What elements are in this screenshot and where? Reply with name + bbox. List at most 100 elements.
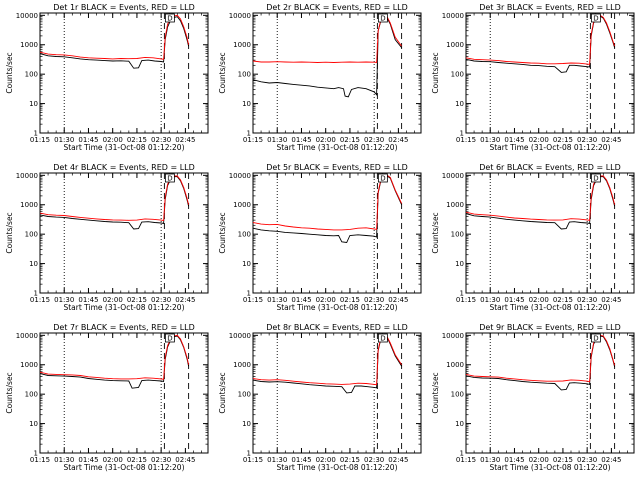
x-tick-label: 01:15	[243, 296, 263, 304]
y-tick-label: 10000	[16, 12, 38, 20]
x-tick-label: 02:15	[340, 296, 360, 304]
y-tick-label: 10	[29, 100, 38, 108]
y-axis-label: Counts/sec	[431, 52, 440, 93]
y-tick-label: 100	[25, 391, 38, 399]
x-tick-label: 02:15	[127, 136, 147, 144]
panel-title: Det 4r BLACK = Events, RED = LLD	[53, 163, 195, 172]
x-tick-label: 01:45	[291, 136, 311, 144]
y-tick-label: 100	[238, 71, 251, 79]
y-tick-label: 1	[247, 450, 251, 458]
marker-box	[590, 173, 601, 183]
y-tick-label: 10000	[16, 172, 38, 180]
y-axis-label: Counts/sec	[5, 212, 14, 253]
x-tick-label: 02:15	[340, 456, 360, 464]
marker-box-label: D	[167, 15, 172, 23]
x-tick-label: 02:30	[577, 456, 597, 464]
events-series-line	[466, 15, 616, 73]
plot-frame	[465, 12, 635, 134]
marker-box	[377, 173, 388, 183]
x-tick-label: 01:45	[504, 296, 524, 304]
y-tick-label: 1000	[20, 41, 38, 49]
panel-5: Det 5r BLACK = Events, RED = LLD 1 10 100 10…	[218, 163, 422, 312]
y-tick-label: 100	[25, 71, 38, 79]
x-tick-label: 02:30	[364, 456, 384, 464]
x-tick-label: 02:00	[316, 136, 336, 144]
y-tick-label: 1	[247, 130, 251, 138]
x-tick-label: 01:45	[291, 296, 311, 304]
x-tick-label: 02:15	[127, 296, 147, 304]
y-tick-label: 10000	[229, 12, 251, 20]
y-tick-label: 10000	[229, 172, 251, 180]
x-axis-label: Start Time (31-Oct-08 01:12:20)	[489, 143, 610, 152]
marker-box-label: D	[167, 335, 172, 343]
panel-title: Det 1r BLACK = Events, RED = LLD	[53, 3, 195, 12]
plot-frame	[252, 332, 422, 454]
y-tick-label: 100	[238, 231, 251, 239]
x-tick-label: 01:30	[267, 456, 287, 464]
x-tick-label: 02:15	[553, 296, 573, 304]
x-tick-label: 02:45	[601, 136, 621, 144]
panel-6: Det 6r BLACK = Events, RED = LLD 1 10 100 10…	[431, 163, 635, 312]
x-axis-label: Start Time (31-Oct-08 01:12:20)	[276, 463, 397, 472]
marker-box	[590, 333, 601, 343]
y-tick-label: 10	[455, 260, 464, 268]
panel-title: Det 5r BLACK = Events, RED = LLD	[266, 163, 408, 172]
x-tick-label: 01:45	[504, 456, 524, 464]
y-tick-label: 1	[460, 450, 464, 458]
y-axis-label: Counts/sec	[218, 52, 227, 93]
x-tick-label: 02:15	[553, 456, 573, 464]
y-tick-label: 10	[29, 260, 38, 268]
y-axis-label: Counts/sec	[431, 372, 440, 413]
y-tick-label: 1	[34, 130, 38, 138]
lld-series-line	[466, 14, 616, 65]
x-tick-label: 02:00	[316, 456, 336, 464]
x-tick-label: 02:45	[388, 296, 408, 304]
x-tick-label: 02:00	[529, 456, 549, 464]
panel-title: Det 8r BLACK = Events, RED = LLD	[266, 323, 408, 332]
panel-7: Det 7r BLACK = Events, RED = LLD 1 10 100 10…	[5, 323, 209, 472]
y-tick-label: 10	[242, 420, 251, 428]
marker-box-label: D	[593, 175, 598, 183]
x-tick-label: 02:45	[388, 136, 408, 144]
x-tick-label: 02:00	[316, 296, 336, 304]
y-tick-label: 10000	[442, 172, 464, 180]
lld-series-line	[253, 16, 402, 64]
x-tick-label: 01:30	[267, 296, 287, 304]
y-tick-label: 1000	[20, 201, 38, 209]
x-axis-label: Start Time (31-Oct-08 01:12:20)	[63, 143, 184, 152]
x-tick-label: 02:30	[151, 136, 171, 144]
y-tick-label: 10	[455, 420, 464, 428]
marker-box-label: D	[380, 15, 385, 23]
y-tick-label: 10	[242, 100, 251, 108]
x-tick-label: 02:45	[601, 296, 621, 304]
x-tick-label: 02:00	[103, 296, 123, 304]
events-series-line	[466, 176, 616, 230]
lld-series-line	[40, 14, 190, 60]
y-tick-label: 10000	[442, 332, 464, 340]
x-tick-label: 02:30	[364, 296, 384, 304]
marker-box-label: D	[167, 175, 172, 183]
y-tick-label: 10000	[16, 332, 38, 340]
marker-box	[164, 13, 175, 23]
x-tick-label: 01:30	[480, 456, 500, 464]
x-tick-label: 02:45	[175, 296, 195, 304]
panel-4: Det 4r BLACK = Events, RED = LLD 1 10 100 10…	[5, 163, 209, 312]
x-tick-label: 01:45	[78, 456, 98, 464]
x-tick-label: 01:15	[243, 456, 263, 464]
x-tick-label: 01:15	[30, 296, 50, 304]
x-tick-label: 01:15	[30, 136, 50, 144]
lld-series-line	[40, 334, 190, 380]
events-series-line	[40, 16, 190, 69]
x-tick-label: 01:45	[291, 456, 311, 464]
panel-title: Det 7r BLACK = Events, RED = LLD	[53, 323, 195, 332]
x-tick-label: 02:00	[529, 296, 549, 304]
y-tick-label: 1	[460, 290, 464, 298]
y-tick-label: 100	[25, 231, 38, 239]
x-axis-label: Start Time (31-Oct-08 01:12:20)	[63, 303, 184, 312]
lld-series-line	[40, 175, 190, 222]
marker-box	[590, 13, 601, 23]
y-tick-label: 10000	[229, 332, 251, 340]
y-axis-label: Counts/sec	[5, 52, 14, 93]
y-axis-label: Counts/sec	[218, 372, 227, 413]
lld-series-line	[253, 174, 403, 231]
